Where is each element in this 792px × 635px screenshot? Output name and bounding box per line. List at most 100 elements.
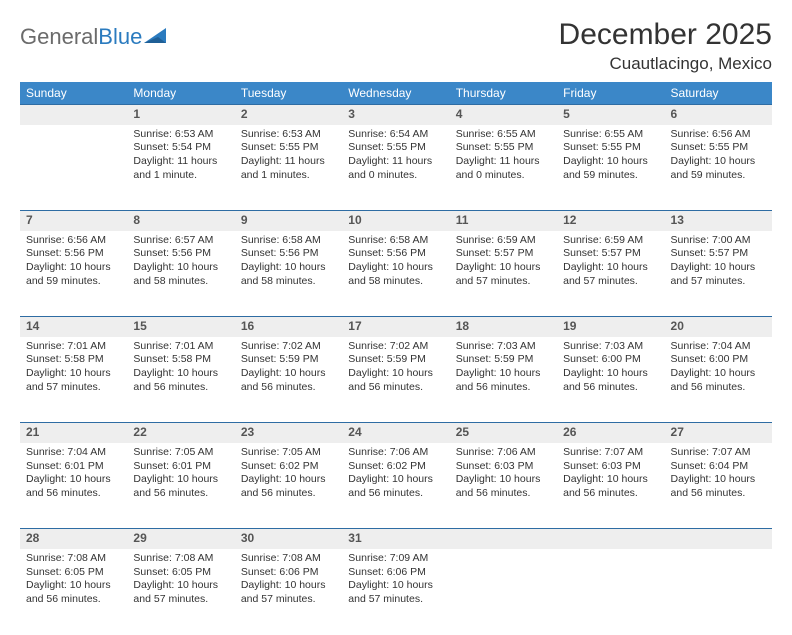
day-cell: Sunrise: 7:01 AMSunset: 5:58 PMDaylight:… bbox=[127, 337, 234, 423]
day-cell: Sunrise: 7:05 AMSunset: 6:02 PMDaylight:… bbox=[235, 443, 342, 529]
sunset-text: Sunset: 5:59 PM bbox=[348, 353, 443, 367]
daylight-text: Daylight: 10 hours and 58 minutes. bbox=[241, 261, 336, 288]
week-row: Sunrise: 7:01 AMSunset: 5:58 PMDaylight:… bbox=[20, 337, 772, 423]
day-cell: Sunrise: 7:05 AMSunset: 6:01 PMDaylight:… bbox=[127, 443, 234, 529]
day-cell: Sunrise: 7:03 AMSunset: 5:59 PMDaylight:… bbox=[450, 337, 557, 423]
sunrise-text: Sunrise: 7:07 AM bbox=[671, 446, 766, 460]
daynum-row: 123456 bbox=[20, 105, 772, 125]
sunrise-text: Sunrise: 6:53 AM bbox=[241, 128, 336, 142]
day-cell: Sunrise: 7:08 AMSunset: 6:06 PMDaylight:… bbox=[235, 549, 342, 635]
sunset-text: Sunset: 5:58 PM bbox=[26, 353, 121, 367]
sunrise-text: Sunrise: 7:09 AM bbox=[348, 552, 443, 566]
sunrise-text: Sunrise: 6:56 AM bbox=[26, 234, 121, 248]
sunrise-text: Sunrise: 7:08 AM bbox=[241, 552, 336, 566]
day-number: 28 bbox=[20, 529, 127, 549]
sunrise-text: Sunrise: 6:58 AM bbox=[348, 234, 443, 248]
sunrise-text: Sunrise: 7:06 AM bbox=[348, 446, 443, 460]
logo-word1: General bbox=[20, 24, 98, 49]
day-number: 1 bbox=[127, 105, 234, 125]
sunrise-text: Sunrise: 6:53 AM bbox=[133, 128, 228, 142]
daylight-text: Daylight: 10 hours and 57 minutes. bbox=[26, 367, 121, 394]
day-cell: Sunrise: 6:54 AMSunset: 5:55 PMDaylight:… bbox=[342, 125, 449, 211]
day-number bbox=[665, 529, 772, 549]
daylight-text: Daylight: 10 hours and 56 minutes. bbox=[133, 473, 228, 500]
sunset-text: Sunset: 5:57 PM bbox=[456, 247, 551, 261]
sunset-text: Sunset: 5:57 PM bbox=[563, 247, 658, 261]
day-number: 21 bbox=[20, 423, 127, 443]
sunset-text: Sunset: 5:56 PM bbox=[348, 247, 443, 261]
day-number: 6 bbox=[665, 105, 772, 125]
sunset-text: Sunset: 5:55 PM bbox=[563, 141, 658, 155]
day-cell: Sunrise: 7:07 AMSunset: 6:04 PMDaylight:… bbox=[665, 443, 772, 529]
col-fri: Friday bbox=[557, 82, 664, 105]
sunset-text: Sunset: 5:55 PM bbox=[241, 141, 336, 155]
day-number: 3 bbox=[342, 105, 449, 125]
sunrise-text: Sunrise: 6:58 AM bbox=[241, 234, 336, 248]
sunset-text: Sunset: 6:02 PM bbox=[241, 460, 336, 474]
day-number: 5 bbox=[557, 105, 664, 125]
daylight-text: Daylight: 11 hours and 1 minutes. bbox=[241, 155, 336, 182]
day-cell: Sunrise: 7:02 AMSunset: 5:59 PMDaylight:… bbox=[342, 337, 449, 423]
day-number: 15 bbox=[127, 317, 234, 337]
daylight-text: Daylight: 10 hours and 59 minutes. bbox=[671, 155, 766, 182]
sunrise-text: Sunrise: 7:01 AM bbox=[26, 340, 121, 354]
sunrise-text: Sunrise: 7:08 AM bbox=[26, 552, 121, 566]
daylight-text: Daylight: 10 hours and 59 minutes. bbox=[563, 155, 658, 182]
daylight-text: Daylight: 10 hours and 58 minutes. bbox=[348, 261, 443, 288]
day-number: 23 bbox=[235, 423, 342, 443]
sunset-text: Sunset: 5:56 PM bbox=[133, 247, 228, 261]
sunrise-text: Sunrise: 6:54 AM bbox=[348, 128, 443, 142]
day-cell: Sunrise: 7:00 AMSunset: 5:57 PMDaylight:… bbox=[665, 231, 772, 317]
sunrise-text: Sunrise: 7:04 AM bbox=[26, 446, 121, 460]
sunset-text: Sunset: 5:54 PM bbox=[133, 141, 228, 155]
sunset-text: Sunset: 5:56 PM bbox=[241, 247, 336, 261]
daylight-text: Daylight: 10 hours and 56 minutes. bbox=[241, 367, 336, 394]
sunrise-text: Sunrise: 7:06 AM bbox=[456, 446, 551, 460]
daylight-text: Daylight: 10 hours and 57 minutes. bbox=[133, 579, 228, 606]
sunset-text: Sunset: 6:05 PM bbox=[26, 566, 121, 580]
sunset-text: Sunset: 5:55 PM bbox=[348, 141, 443, 155]
day-cell bbox=[20, 125, 127, 211]
calendar-head: Sunday Monday Tuesday Wednesday Thursday… bbox=[20, 82, 772, 105]
calendar-table: Sunday Monday Tuesday Wednesday Thursday… bbox=[20, 82, 772, 635]
day-number: 18 bbox=[450, 317, 557, 337]
header: GeneralBlue December 2025 Cuautlacingo, … bbox=[20, 18, 772, 74]
col-mon: Monday bbox=[127, 82, 234, 105]
col-tue: Tuesday bbox=[235, 82, 342, 105]
day-number: 13 bbox=[665, 211, 772, 231]
sunrise-text: Sunrise: 7:01 AM bbox=[133, 340, 228, 354]
daynum-row: 21222324252627 bbox=[20, 423, 772, 443]
week-row: Sunrise: 6:53 AMSunset: 5:54 PMDaylight:… bbox=[20, 125, 772, 211]
daylight-text: Daylight: 10 hours and 56 minutes. bbox=[671, 367, 766, 394]
daylight-text: Daylight: 10 hours and 56 minutes. bbox=[456, 473, 551, 500]
daynum-row: 78910111213 bbox=[20, 211, 772, 231]
sunrise-text: Sunrise: 6:57 AM bbox=[133, 234, 228, 248]
day-cell bbox=[450, 549, 557, 635]
day-cell: Sunrise: 7:08 AMSunset: 6:05 PMDaylight:… bbox=[127, 549, 234, 635]
logo-word2: Blue bbox=[98, 24, 142, 49]
sunset-text: Sunset: 6:05 PM bbox=[133, 566, 228, 580]
day-cell: Sunrise: 7:03 AMSunset: 6:00 PMDaylight:… bbox=[557, 337, 664, 423]
calendar-body: 123456Sunrise: 6:53 AMSunset: 5:54 PMDay… bbox=[20, 105, 772, 635]
logo-text: GeneralBlue bbox=[20, 24, 142, 50]
daylight-text: Daylight: 10 hours and 57 minutes. bbox=[671, 261, 766, 288]
daylight-text: Daylight: 10 hours and 57 minutes. bbox=[241, 579, 336, 606]
day-number: 9 bbox=[235, 211, 342, 231]
day-cell: Sunrise: 6:59 AMSunset: 5:57 PMDaylight:… bbox=[557, 231, 664, 317]
sunset-text: Sunset: 6:01 PM bbox=[26, 460, 121, 474]
day-cell bbox=[665, 549, 772, 635]
daylight-text: Daylight: 10 hours and 56 minutes. bbox=[348, 473, 443, 500]
day-cell: Sunrise: 6:56 AMSunset: 5:55 PMDaylight:… bbox=[665, 125, 772, 211]
day-number: 27 bbox=[665, 423, 772, 443]
sunrise-text: Sunrise: 7:07 AM bbox=[563, 446, 658, 460]
sunrise-text: Sunrise: 6:59 AM bbox=[563, 234, 658, 248]
day-number: 19 bbox=[557, 317, 664, 337]
day-number: 26 bbox=[557, 423, 664, 443]
sunrise-text: Sunrise: 7:00 AM bbox=[671, 234, 766, 248]
sunrise-text: Sunrise: 7:05 AM bbox=[241, 446, 336, 460]
day-cell: Sunrise: 6:56 AMSunset: 5:56 PMDaylight:… bbox=[20, 231, 127, 317]
logo-triangle-icon bbox=[144, 25, 172, 50]
week-row: Sunrise: 7:08 AMSunset: 6:05 PMDaylight:… bbox=[20, 549, 772, 635]
day-cell: Sunrise: 7:07 AMSunset: 6:03 PMDaylight:… bbox=[557, 443, 664, 529]
daylight-text: Daylight: 10 hours and 56 minutes. bbox=[26, 579, 121, 606]
